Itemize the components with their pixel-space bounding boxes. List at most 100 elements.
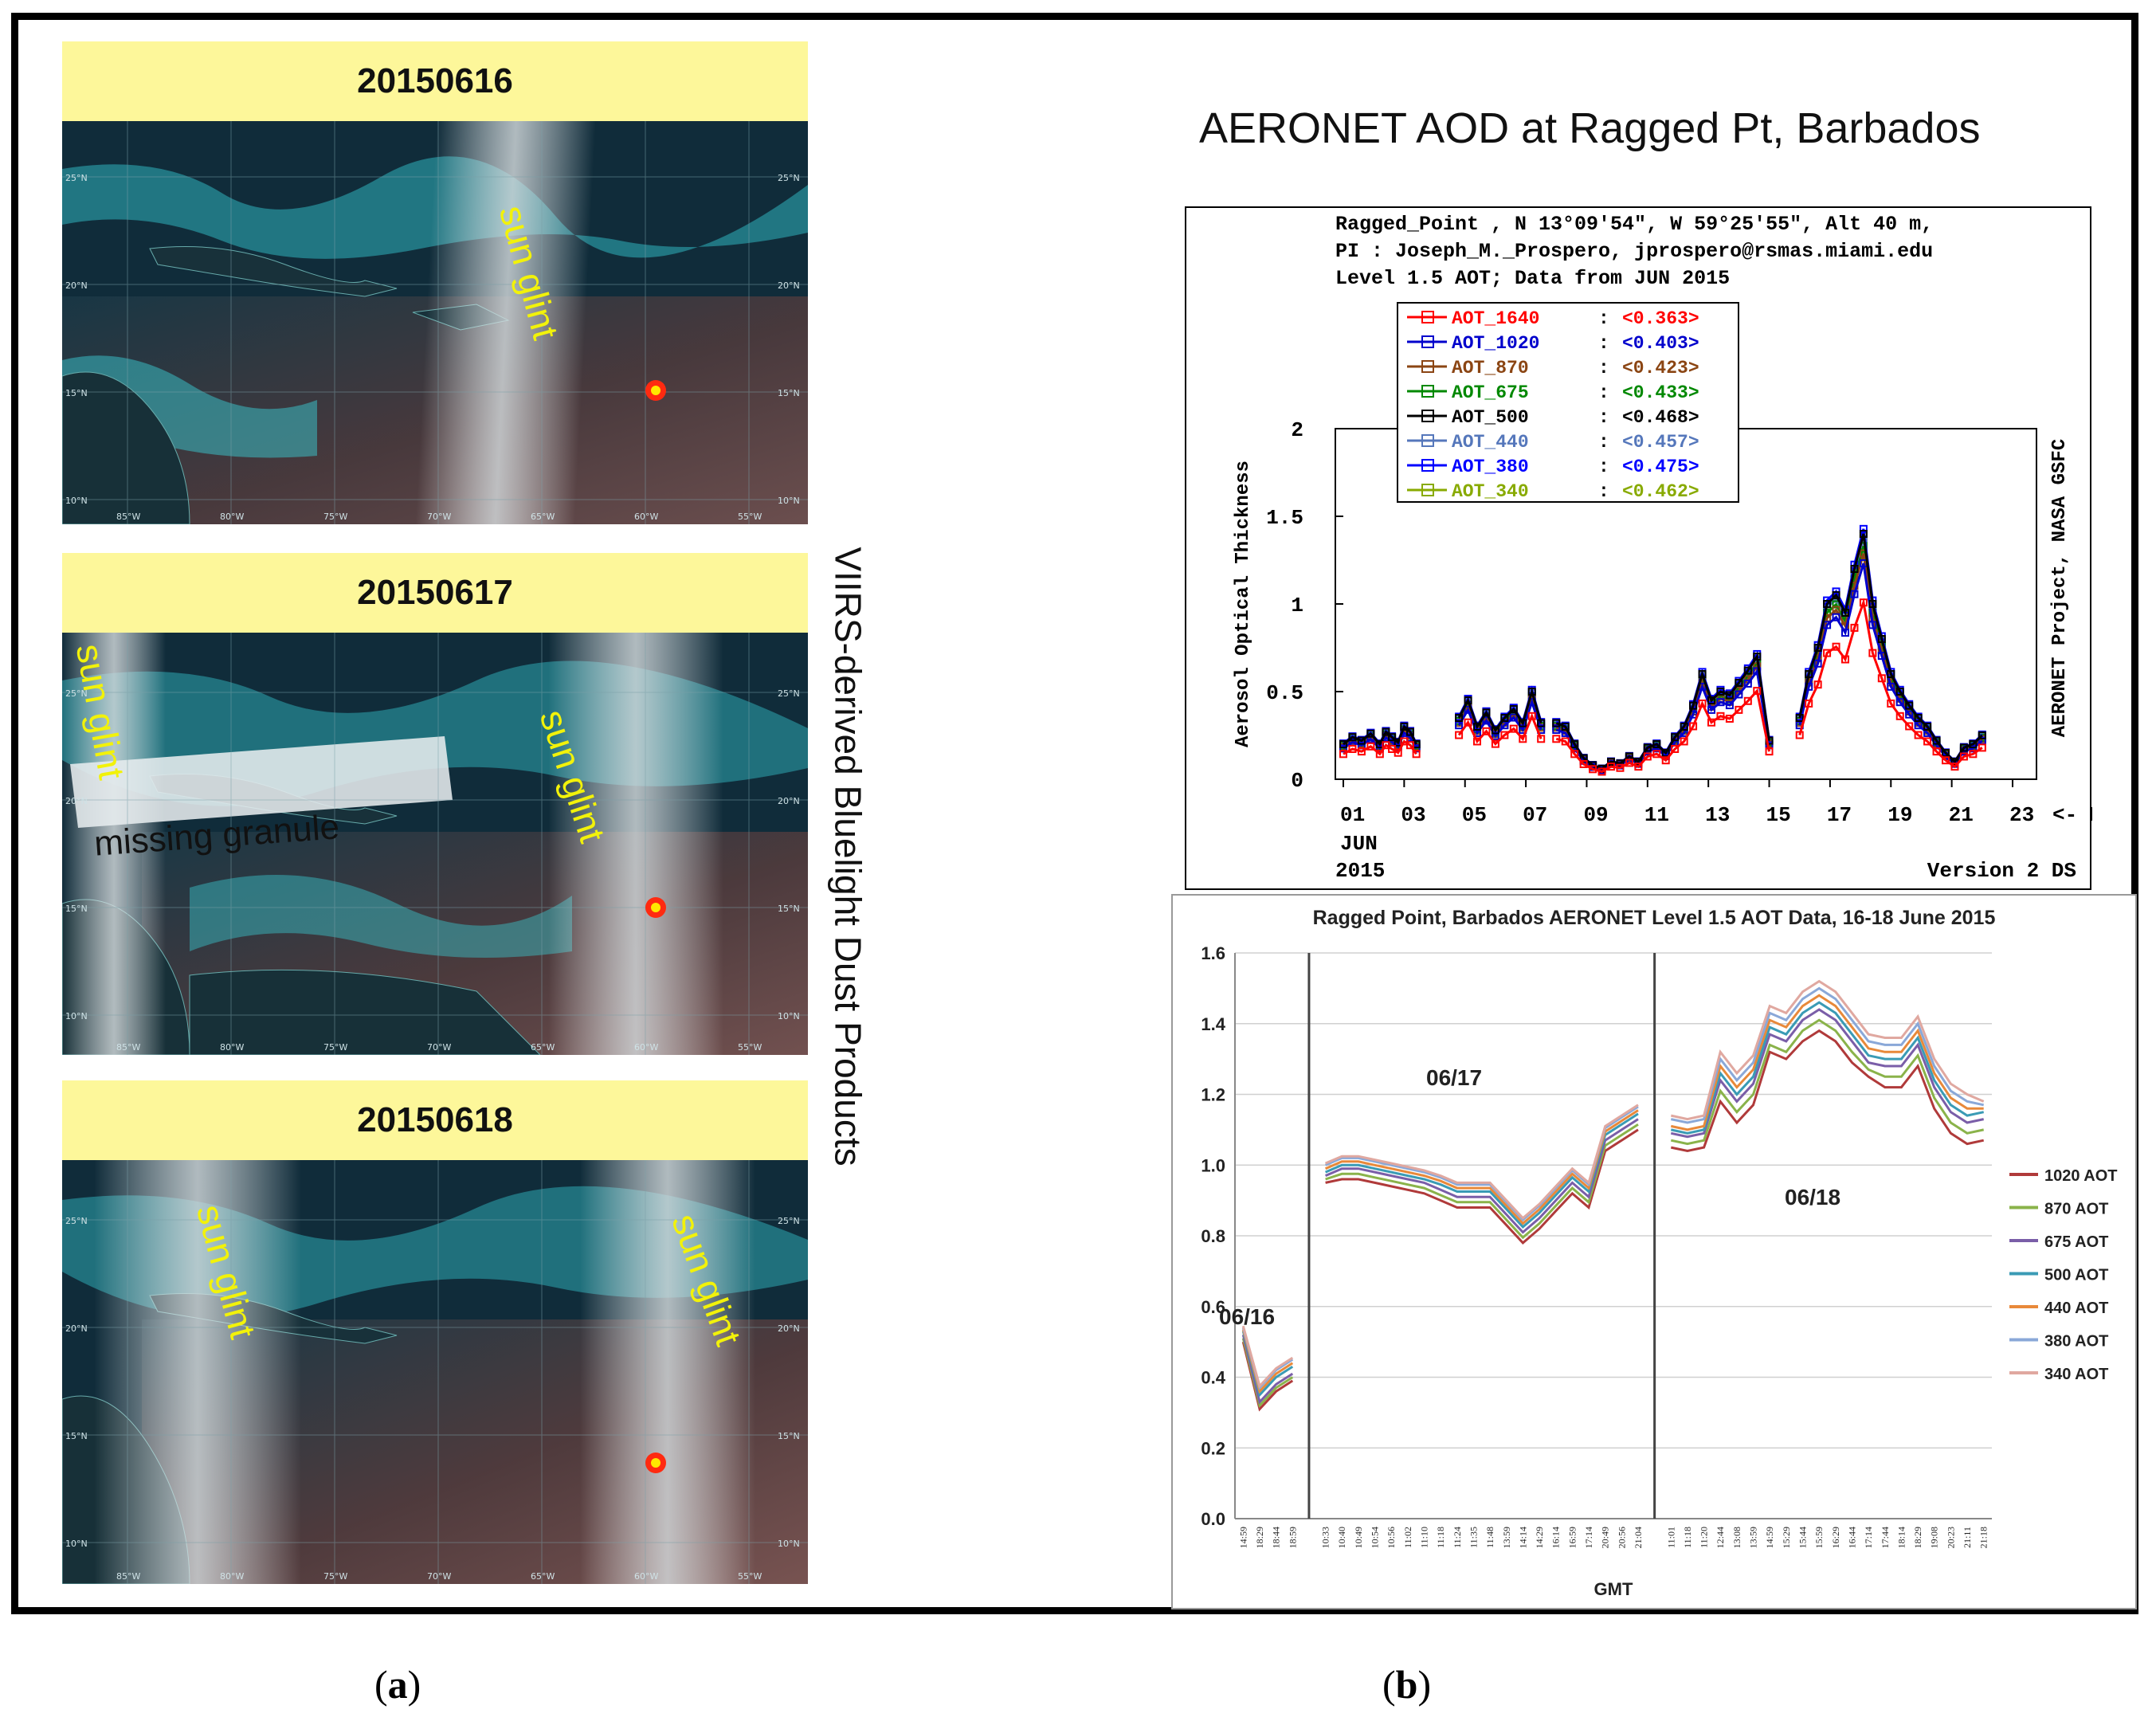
data-point <box>1832 613 1840 621</box>
legend-name: AOT_870 <box>1452 358 1529 378</box>
lat-label: 25°N <box>65 1216 88 1226</box>
aeronet-aod-chart: Ragged_Point , N 13°09'54", W 59°25'55",… <box>1185 206 2092 890</box>
y-tick-label: 0.8 <box>1201 1226 1225 1246</box>
x-tick-label: 09 <box>1583 803 1608 827</box>
data-point <box>1743 696 1752 705</box>
data-point <box>1570 750 1579 759</box>
legend-name: AOT_1640 <box>1452 308 1539 329</box>
data-point <box>1634 763 1643 771</box>
data-point <box>1887 699 1895 708</box>
legend-marker <box>1421 385 1434 398</box>
legend-colon: : <box>1598 308 1609 329</box>
lon-label: 80°W <box>220 1042 244 1053</box>
legend-label: 675 AOT <box>2044 1233 2108 1251</box>
legend-mean: <0.457> <box>1622 432 1699 453</box>
x-tick-label: 11:10 <box>1419 1527 1430 1548</box>
x-tick-label: 21 <box>1949 803 1974 827</box>
missing-granule-band <box>70 736 453 828</box>
x-tick-label: 11:48 <box>1484 1527 1495 1548</box>
side-label: AERONET Project, NASA GSFC <box>2049 439 2071 737</box>
legend-marker <box>1421 335 1434 348</box>
series-line-870-aot <box>1670 1018 1985 1146</box>
legend-label: 380 AOT <box>2044 1333 2108 1351</box>
data-point <box>1689 701 1698 710</box>
lon-label: 65°W <box>531 512 555 522</box>
data-point <box>1366 742 1375 751</box>
data-point <box>1680 723 1688 731</box>
y-tick-label: 2 <box>1291 418 1303 442</box>
lat-label: 15°N <box>778 388 800 398</box>
x-tick-label: 14:59 <box>1237 1527 1249 1548</box>
data-point <box>1942 756 1950 765</box>
data-point <box>1473 737 1481 746</box>
data-point <box>1671 744 1680 753</box>
lon-label: 85°W <box>116 512 140 522</box>
data-point <box>1394 748 1402 757</box>
lon-label: 75°W <box>323 1042 347 1053</box>
x-tick-label: 11:18 <box>1682 1527 1693 1548</box>
legend-colon: : <box>1598 358 1609 378</box>
lon-label: 85°W <box>116 1042 140 1053</box>
data-point <box>1570 740 1579 748</box>
data-point <box>1841 609 1849 617</box>
x-tick-label: 14:59 <box>1764 1527 1775 1548</box>
data-point <box>1375 750 1384 759</box>
x-tick-label: 10:54 <box>1370 1527 1381 1548</box>
x-tick-label: 10:56 <box>1386 1527 1397 1548</box>
data-point <box>1366 729 1375 738</box>
lon-label: 70°W <box>427 512 451 522</box>
data-point <box>1509 724 1518 733</box>
x-tick-label: 16:44 <box>1846 1527 1857 1548</box>
x-tick-label: 14:29 <box>1534 1527 1545 1548</box>
x-tick-label: 13:59 <box>1748 1527 1759 1548</box>
data-point <box>1868 621 1877 629</box>
data-point <box>1832 591 1840 599</box>
data-point <box>1716 688 1725 696</box>
legend-label: 1020 AOT <box>2044 1167 2118 1185</box>
data-point <box>1455 731 1464 739</box>
legend-label: 870 AOT <box>2044 1201 2108 1218</box>
panel-b-title: AERONET AOD at Ragged Pt, Barbados <box>1199 104 1981 152</box>
data-point <box>1652 740 1661 748</box>
lat-label: 20°N <box>65 796 88 806</box>
x-tick-label: 16:59 <box>1566 1527 1578 1548</box>
x-tick-label: 11:24 <box>1452 1527 1463 1548</box>
series-line-500-aot <box>1670 1001 1985 1135</box>
x-axis-label: GMT <box>1594 1579 1633 1599</box>
x-tick-label: 14:14 <box>1517 1527 1528 1548</box>
data-point <box>1680 737 1688 746</box>
data-point <box>1339 740 1347 748</box>
aot-16-18-june-chart: Ragged Point, Barbados AERONET Level 1.5… <box>1171 894 2137 1609</box>
data-point <box>1698 699 1707 708</box>
data-point <box>1400 723 1409 731</box>
data-point <box>1895 698 1904 707</box>
series-line-aot_1640 <box>1555 688 1770 774</box>
lon-label: 80°W <box>220 512 244 522</box>
x-tick-label: 07 <box>1523 803 1547 827</box>
legend-marker <box>1421 434 1434 447</box>
data-point <box>1339 750 1347 759</box>
data-point <box>1805 699 1813 708</box>
data-point <box>1455 714 1464 722</box>
data-point <box>1753 687 1762 696</box>
legend-name: AOT_675 <box>1452 382 1529 403</box>
data-point <box>1725 691 1734 700</box>
data-point <box>1823 649 1832 657</box>
x-tick-label: 16:29 <box>1830 1527 1841 1548</box>
lat-label: 10°N <box>778 496 800 506</box>
data-point <box>1743 679 1752 688</box>
data-point <box>1473 723 1481 731</box>
legend-name: AOT_340 <box>1452 481 1529 502</box>
data-point <box>1735 705 1743 714</box>
y-tick-label: 0 <box>1291 769 1303 793</box>
x-tick-label: 15:44 <box>1797 1527 1809 1548</box>
data-point <box>1959 743 1968 752</box>
data-point <box>1905 722 1914 731</box>
legend-mean: <0.468> <box>1622 407 1699 428</box>
series-line-380-aot <box>1325 1105 1639 1222</box>
legend-marker <box>1421 459 1434 472</box>
data-point <box>1868 600 1877 608</box>
data-point <box>1643 743 1652 752</box>
x-tick-label: 18:14 <box>1895 1527 1907 1548</box>
panel-a-vertical-title: VIIRS-derived Bluelight Dust Products <box>825 406 872 1307</box>
